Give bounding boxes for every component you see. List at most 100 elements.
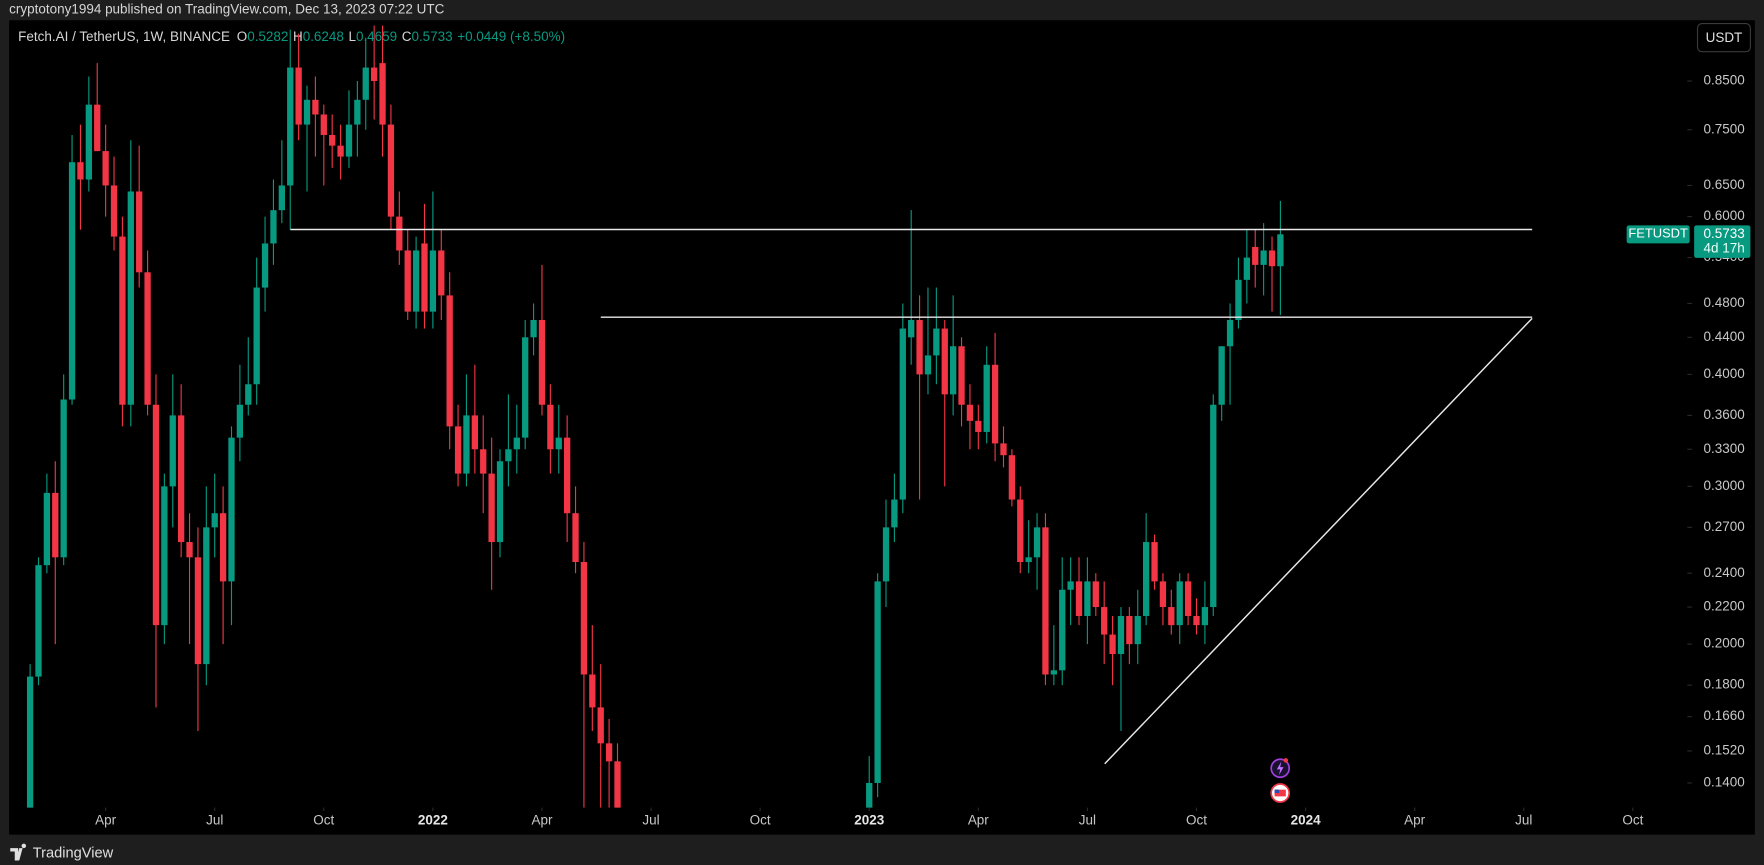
brand-logo[interactable] bbox=[10, 843, 27, 861]
candle-body bbox=[219, 513, 227, 582]
candle-body bbox=[26, 676, 34, 808]
event-dot bbox=[1283, 758, 1289, 763]
x-tick-label: 2022 bbox=[418, 813, 448, 828]
candle-body bbox=[488, 473, 495, 543]
candle-body bbox=[1017, 499, 1024, 563]
candle-body bbox=[1117, 616, 1125, 655]
candle-body bbox=[1277, 234, 1284, 267]
candle-body bbox=[404, 250, 411, 312]
ohlc-key: L bbox=[348, 29, 356, 44]
candle-body bbox=[1084, 581, 1091, 617]
trend-line bbox=[1104, 317, 1533, 765]
candle-body bbox=[1235, 279, 1242, 321]
y-tick-label: 0.3000 bbox=[1704, 478, 1745, 493]
x-tick-label: Oct bbox=[313, 813, 334, 828]
candle-body bbox=[194, 557, 202, 665]
candle-body bbox=[52, 492, 59, 558]
candle-body bbox=[899, 328, 906, 500]
y-tick-label: 0.6000 bbox=[1704, 208, 1745, 223]
candle-body bbox=[513, 437, 520, 450]
candle-body bbox=[1067, 581, 1074, 590]
currency-button[interactable]: USDT bbox=[1696, 23, 1751, 53]
x-tick-label: Apr bbox=[531, 813, 552, 828]
candle-body bbox=[203, 527, 210, 665]
candle-body bbox=[1243, 257, 1250, 280]
candle-body bbox=[144, 272, 151, 405]
candle-body bbox=[169, 415, 176, 487]
candle-body bbox=[1260, 250, 1267, 265]
footer[interactable]: TradingView bbox=[10, 843, 114, 862]
y-tick-label: 0.1800 bbox=[1704, 677, 1745, 692]
candle-body bbox=[1268, 250, 1276, 267]
candle-body bbox=[345, 124, 353, 157]
flag bbox=[1274, 789, 1286, 797]
candle-body bbox=[563, 437, 571, 514]
candle-body bbox=[270, 210, 277, 244]
candle-body bbox=[463, 415, 470, 474]
y-tick-label: 0.3300 bbox=[1704, 441, 1745, 456]
candle-body bbox=[245, 384, 252, 405]
candle-body bbox=[874, 581, 881, 783]
candle-body bbox=[412, 250, 420, 312]
candle-body bbox=[1226, 320, 1234, 347]
candle-body bbox=[924, 355, 932, 375]
candle-body bbox=[127, 191, 134, 405]
candle-body bbox=[1159, 581, 1167, 608]
candle-body bbox=[505, 449, 512, 462]
candle-body bbox=[1075, 581, 1083, 617]
y-tick-label: 0.2200 bbox=[1704, 599, 1745, 614]
candle-body bbox=[1252, 246, 1259, 265]
candle-body bbox=[136, 191, 143, 273]
drawings bbox=[290, 228, 1533, 765]
candle-body bbox=[480, 449, 487, 474]
candle-body bbox=[278, 185, 285, 211]
candle-body bbox=[958, 346, 965, 405]
candle-body bbox=[597, 707, 604, 744]
currency-label[interactable]: USDT bbox=[1706, 30, 1743, 45]
candle-body bbox=[891, 499, 898, 528]
candle-body bbox=[110, 185, 118, 237]
candle-body bbox=[555, 437, 562, 450]
candle-body bbox=[1000, 443, 1007, 456]
candle-body bbox=[908, 320, 915, 338]
candle-body bbox=[1092, 581, 1099, 608]
ohlc-value: 0.5733 bbox=[411, 29, 452, 44]
candle-body bbox=[1033, 527, 1041, 558]
y-tick-label: 0.8500 bbox=[1704, 73, 1745, 88]
ohlc-value: 0.6248 bbox=[303, 29, 344, 44]
candle-body bbox=[589, 674, 596, 708]
button-frame[interactable] bbox=[1696, 23, 1751, 53]
brand[interactable]: TradingView bbox=[33, 846, 114, 862]
candle-body bbox=[35, 565, 42, 677]
chart-area bbox=[9, 20, 1755, 835]
candle-body bbox=[941, 328, 948, 395]
candle-body bbox=[975, 420, 982, 432]
y-tick-label: 0.1400 bbox=[1704, 775, 1745, 790]
y-tick-label: 0.1660 bbox=[1704, 708, 1745, 723]
candle-body bbox=[261, 243, 269, 288]
x-tick-label: Oct bbox=[1622, 813, 1643, 828]
candle-body bbox=[1025, 557, 1032, 563]
candle-body bbox=[370, 67, 378, 82]
candle-body bbox=[421, 243, 428, 312]
candle-body bbox=[538, 320, 546, 405]
x-tick-label: Apr bbox=[95, 813, 116, 828]
candle-body bbox=[530, 320, 537, 338]
price-tag-label: 0.5733 bbox=[1704, 226, 1745, 241]
candle-body bbox=[496, 461, 504, 543]
y-tick-label: 0.1520 bbox=[1704, 743, 1745, 758]
event-icons[interactable] bbox=[1270, 758, 1291, 803]
candle-body bbox=[102, 151, 109, 186]
candle-body bbox=[1050, 670, 1057, 675]
y-tick-label: 0.6500 bbox=[1704, 177, 1745, 192]
ohlc-key: C bbox=[402, 29, 412, 44]
candle-body bbox=[362, 67, 369, 100]
candle-body bbox=[161, 486, 168, 626]
ohlc-key: H bbox=[293, 29, 303, 44]
x-tick-label: Oct bbox=[1186, 813, 1207, 828]
candle-body bbox=[866, 782, 873, 808]
x-tick-label: Apr bbox=[968, 813, 989, 828]
y-tick-label: 0.2000 bbox=[1704, 636, 1745, 651]
